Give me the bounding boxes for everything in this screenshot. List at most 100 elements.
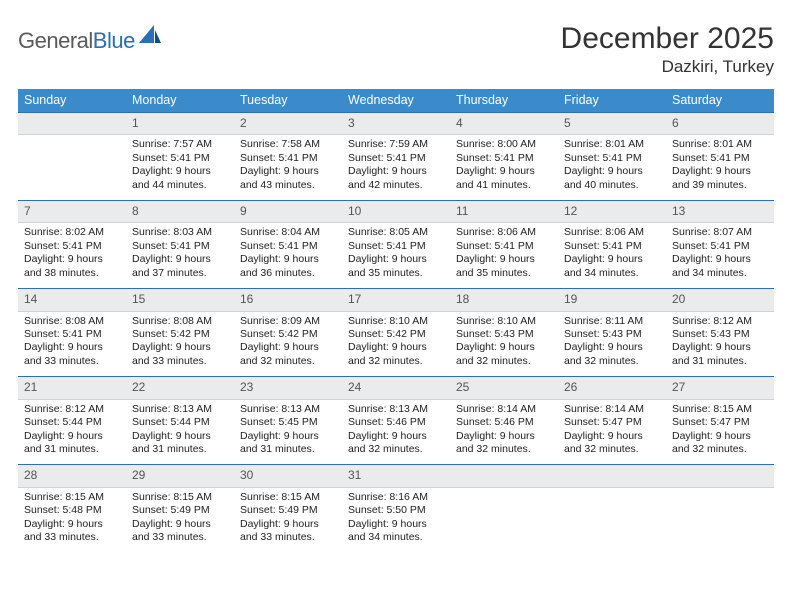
- day-number-cell: 3: [342, 113, 450, 135]
- sunset-text: Sunset: 5:42 PM: [240, 328, 336, 341]
- daylight-text: Daylight: 9 hours and 33 minutes.: [132, 518, 228, 545]
- daylight-text: Daylight: 9 hours and 41 minutes.: [456, 165, 552, 192]
- sunset-text: Sunset: 5:41 PM: [132, 152, 228, 165]
- day-number-empty: [18, 113, 126, 135]
- page-header: GeneralBlue December 2025 Dazkiri, Turke…: [18, 22, 774, 77]
- sunrise-text: Sunrise: 8:02 AM: [24, 226, 120, 239]
- day-info-cell: Sunrise: 8:06 AMSunset: 5:41 PMDaylight:…: [450, 223, 558, 289]
- daylight-text: Daylight: 9 hours and 32 minutes.: [456, 341, 552, 368]
- weekday-header: Saturday: [666, 89, 774, 113]
- sunrise-text: Sunrise: 7:59 AM: [348, 138, 444, 151]
- sunrise-text: Sunrise: 8:13 AM: [132, 403, 228, 416]
- daylight-text: Daylight: 9 hours and 34 minutes.: [564, 253, 660, 280]
- calendar-body: 123456Sunrise: 7:57 AMSunset: 5:41 PMDay…: [18, 113, 774, 553]
- day-number-cell: 28: [18, 465, 126, 487]
- sunrise-text: Sunrise: 8:09 AM: [240, 315, 336, 328]
- day-info-cell: Sunrise: 7:59 AMSunset: 5:41 PMDaylight:…: [342, 135, 450, 201]
- daylight-text: Daylight: 9 hours and 32 minutes.: [348, 341, 444, 368]
- sunrise-text: Sunrise: 8:15 AM: [132, 491, 228, 504]
- sunrise-text: Sunrise: 8:08 AM: [24, 315, 120, 328]
- sunrise-text: Sunrise: 8:03 AM: [132, 226, 228, 239]
- sunset-text: Sunset: 5:50 PM: [348, 504, 444, 517]
- day-info-cell: Sunrise: 8:02 AMSunset: 5:41 PMDaylight:…: [18, 223, 126, 289]
- day-number-cell: 11: [450, 201, 558, 223]
- sunrise-text: Sunrise: 8:05 AM: [348, 226, 444, 239]
- sunrise-text: Sunrise: 8:07 AM: [672, 226, 768, 239]
- brand-name-a: General: [18, 28, 93, 53]
- day-number-cell: 7: [18, 201, 126, 223]
- day-number-row: 21222324252627: [18, 377, 774, 399]
- day-info-cell: Sunrise: 8:06 AMSunset: 5:41 PMDaylight:…: [558, 223, 666, 289]
- day-number-cell: 8: [126, 201, 234, 223]
- daylight-text: Daylight: 9 hours and 40 minutes.: [564, 165, 660, 192]
- day-info-cell: Sunrise: 8:01 AMSunset: 5:41 PMDaylight:…: [558, 135, 666, 201]
- daylight-text: Daylight: 9 hours and 34 minutes.: [672, 253, 768, 280]
- day-info-empty: [18, 135, 126, 201]
- sunset-text: Sunset: 5:47 PM: [564, 416, 660, 429]
- sunset-text: Sunset: 5:41 PM: [240, 152, 336, 165]
- day-number-cell: 1: [126, 113, 234, 135]
- sunset-text: Sunset: 5:44 PM: [24, 416, 120, 429]
- sunset-text: Sunset: 5:41 PM: [672, 240, 768, 253]
- day-number-cell: 30: [234, 465, 342, 487]
- sunset-text: Sunset: 5:44 PM: [132, 416, 228, 429]
- sunrise-text: Sunrise: 8:16 AM: [348, 491, 444, 504]
- day-info-cell: Sunrise: 8:05 AMSunset: 5:41 PMDaylight:…: [342, 223, 450, 289]
- day-info-cell: Sunrise: 8:09 AMSunset: 5:42 PMDaylight:…: [234, 311, 342, 377]
- weekday-header: Thursday: [450, 89, 558, 113]
- daylight-text: Daylight: 9 hours and 31 minutes.: [132, 430, 228, 457]
- weekday-header: Tuesday: [234, 89, 342, 113]
- day-info-cell: Sunrise: 7:57 AMSunset: 5:41 PMDaylight:…: [126, 135, 234, 201]
- day-info-cell: Sunrise: 8:13 AMSunset: 5:46 PMDaylight:…: [342, 399, 450, 465]
- daylight-text: Daylight: 9 hours and 39 minutes.: [672, 165, 768, 192]
- sunset-text: Sunset: 5:43 PM: [672, 328, 768, 341]
- sunrise-text: Sunrise: 8:14 AM: [456, 403, 552, 416]
- calendar-table: SundayMondayTuesdayWednesdayThursdayFrid…: [18, 89, 774, 553]
- day-info-cell: Sunrise: 8:10 AMSunset: 5:43 PMDaylight:…: [450, 311, 558, 377]
- day-info-cell: Sunrise: 8:15 AMSunset: 5:47 PMDaylight:…: [666, 399, 774, 465]
- daylight-text: Daylight: 9 hours and 38 minutes.: [24, 253, 120, 280]
- day-info-cell: Sunrise: 8:10 AMSunset: 5:42 PMDaylight:…: [342, 311, 450, 377]
- weekday-header: Friday: [558, 89, 666, 113]
- daylight-text: Daylight: 9 hours and 33 minutes.: [132, 341, 228, 368]
- day-info-cell: Sunrise: 8:15 AMSunset: 5:48 PMDaylight:…: [18, 487, 126, 552]
- day-number-cell: 16: [234, 289, 342, 311]
- daylight-text: Daylight: 9 hours and 35 minutes.: [456, 253, 552, 280]
- sunset-text: Sunset: 5:49 PM: [132, 504, 228, 517]
- day-number-empty: [666, 465, 774, 487]
- day-number-row: 123456: [18, 113, 774, 135]
- day-number-row: 78910111213: [18, 201, 774, 223]
- day-info-cell: Sunrise: 8:16 AMSunset: 5:50 PMDaylight:…: [342, 487, 450, 552]
- daylight-text: Daylight: 9 hours and 36 minutes.: [240, 253, 336, 280]
- brand-name: GeneralBlue: [18, 28, 135, 54]
- sunrise-text: Sunrise: 8:06 AM: [456, 226, 552, 239]
- sunset-text: Sunset: 5:41 PM: [348, 240, 444, 253]
- day-number-row: 28293031: [18, 465, 774, 487]
- day-info-cell: Sunrise: 8:13 AMSunset: 5:44 PMDaylight:…: [126, 399, 234, 465]
- sunset-text: Sunset: 5:41 PM: [456, 152, 552, 165]
- day-info-cell: Sunrise: 8:14 AMSunset: 5:47 PMDaylight:…: [558, 399, 666, 465]
- sunset-text: Sunset: 5:46 PM: [348, 416, 444, 429]
- day-info-cell: Sunrise: 8:01 AMSunset: 5:41 PMDaylight:…: [666, 135, 774, 201]
- sunset-text: Sunset: 5:41 PM: [132, 240, 228, 253]
- location-subtitle: Dazkiri, Turkey: [561, 57, 774, 77]
- sunset-text: Sunset: 5:41 PM: [564, 152, 660, 165]
- daylight-text: Daylight: 9 hours and 33 minutes.: [24, 518, 120, 545]
- day-number-cell: 13: [666, 201, 774, 223]
- weekday-header: Wednesday: [342, 89, 450, 113]
- month-title: December 2025: [561, 22, 774, 56]
- daylight-text: Daylight: 9 hours and 32 minutes.: [348, 430, 444, 457]
- daylight-text: Daylight: 9 hours and 35 minutes.: [348, 253, 444, 280]
- sunrise-text: Sunrise: 8:15 AM: [24, 491, 120, 504]
- day-info-cell: Sunrise: 8:00 AMSunset: 5:41 PMDaylight:…: [450, 135, 558, 201]
- day-info-cell: Sunrise: 8:11 AMSunset: 5:43 PMDaylight:…: [558, 311, 666, 377]
- sunrise-text: Sunrise: 7:57 AM: [132, 138, 228, 151]
- sunset-text: Sunset: 5:41 PM: [240, 240, 336, 253]
- brand-sail-icon: [139, 25, 161, 50]
- day-info-cell: Sunrise: 8:15 AMSunset: 5:49 PMDaylight:…: [126, 487, 234, 552]
- day-number-cell: 6: [666, 113, 774, 135]
- daylight-text: Daylight: 9 hours and 32 minutes.: [456, 430, 552, 457]
- sunrise-text: Sunrise: 8:10 AM: [348, 315, 444, 328]
- weekday-header: Sunday: [18, 89, 126, 113]
- day-info-cell: Sunrise: 8:03 AMSunset: 5:41 PMDaylight:…: [126, 223, 234, 289]
